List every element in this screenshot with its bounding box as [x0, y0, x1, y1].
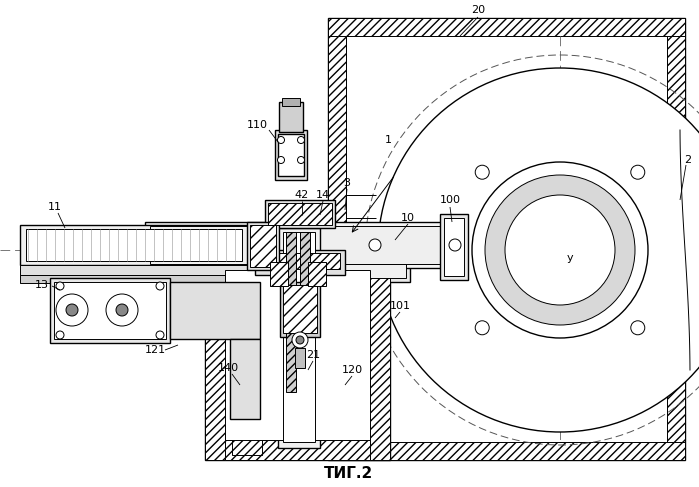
Bar: [328, 442, 685, 460]
Circle shape: [56, 294, 88, 326]
Circle shape: [278, 156, 284, 164]
Circle shape: [449, 239, 461, 251]
Circle shape: [475, 321, 489, 335]
Text: 3: 3: [343, 178, 350, 188]
Circle shape: [156, 331, 164, 339]
Bar: [308, 262, 326, 286]
Text: ΤИГ.2: ΤИГ.2: [324, 467, 374, 482]
Bar: [20, 275, 255, 283]
Bar: [145, 222, 465, 268]
Circle shape: [66, 304, 78, 316]
Circle shape: [296, 336, 304, 344]
Text: 21: 21: [306, 350, 320, 360]
Bar: [295, 348, 305, 368]
Text: 100: 100: [440, 195, 461, 205]
Bar: [282, 98, 300, 106]
Circle shape: [106, 294, 138, 326]
Bar: [283, 232, 315, 442]
Circle shape: [56, 282, 64, 290]
Bar: [205, 270, 390, 460]
Bar: [286, 232, 296, 392]
Bar: [230, 339, 260, 419]
Bar: [278, 228, 320, 448]
Circle shape: [116, 304, 128, 316]
Bar: [444, 218, 464, 276]
Bar: [260, 253, 340, 269]
Bar: [279, 102, 303, 132]
Circle shape: [630, 321, 644, 335]
Bar: [250, 225, 276, 267]
Text: 20: 20: [471, 5, 485, 15]
Circle shape: [292, 332, 308, 348]
Bar: [20, 265, 250, 275]
Text: 1: 1: [384, 135, 391, 145]
Text: y: y: [567, 253, 573, 263]
Bar: [283, 285, 317, 333]
Bar: [346, 36, 667, 442]
Text: 10: 10: [401, 213, 415, 223]
Text: 121: 121: [145, 345, 166, 355]
Bar: [194, 264, 406, 278]
Bar: [170, 282, 260, 339]
Bar: [26, 229, 242, 261]
Bar: [205, 270, 225, 460]
Circle shape: [378, 68, 699, 432]
Text: 101: 101: [389, 301, 410, 311]
Text: 110: 110: [247, 120, 268, 130]
Text: 13: 13: [35, 280, 49, 290]
Bar: [328, 18, 685, 460]
Circle shape: [485, 175, 635, 325]
Text: 120: 120: [341, 365, 363, 375]
Bar: [328, 36, 346, 442]
Circle shape: [56, 331, 64, 339]
Bar: [190, 260, 410, 282]
Bar: [278, 134, 304, 176]
Bar: [280, 282, 320, 337]
Bar: [225, 270, 370, 440]
Bar: [255, 250, 345, 275]
Text: 140: 140: [217, 363, 238, 373]
Bar: [300, 232, 310, 312]
Text: 42: 42: [295, 190, 309, 200]
Circle shape: [299, 239, 311, 251]
Circle shape: [472, 162, 648, 338]
Circle shape: [298, 136, 305, 144]
Bar: [150, 226, 460, 264]
Circle shape: [278, 136, 284, 144]
Bar: [232, 290, 262, 455]
Circle shape: [369, 239, 381, 251]
Bar: [328, 18, 685, 36]
Bar: [50, 278, 170, 343]
Bar: [370, 270, 390, 460]
Text: 11: 11: [48, 202, 62, 212]
Circle shape: [505, 195, 615, 305]
Bar: [667, 36, 685, 442]
Circle shape: [156, 282, 164, 290]
Bar: [247, 222, 279, 270]
Bar: [225, 440, 370, 460]
Bar: [20, 225, 250, 265]
Circle shape: [630, 165, 644, 179]
Bar: [275, 130, 307, 180]
Bar: [270, 262, 288, 286]
Text: 2: 2: [684, 155, 691, 165]
Bar: [268, 203, 332, 225]
Bar: [265, 200, 335, 228]
Circle shape: [475, 165, 489, 179]
Bar: [54, 282, 166, 339]
Circle shape: [298, 156, 305, 164]
Bar: [440, 214, 468, 280]
Text: 14: 14: [316, 190, 330, 200]
